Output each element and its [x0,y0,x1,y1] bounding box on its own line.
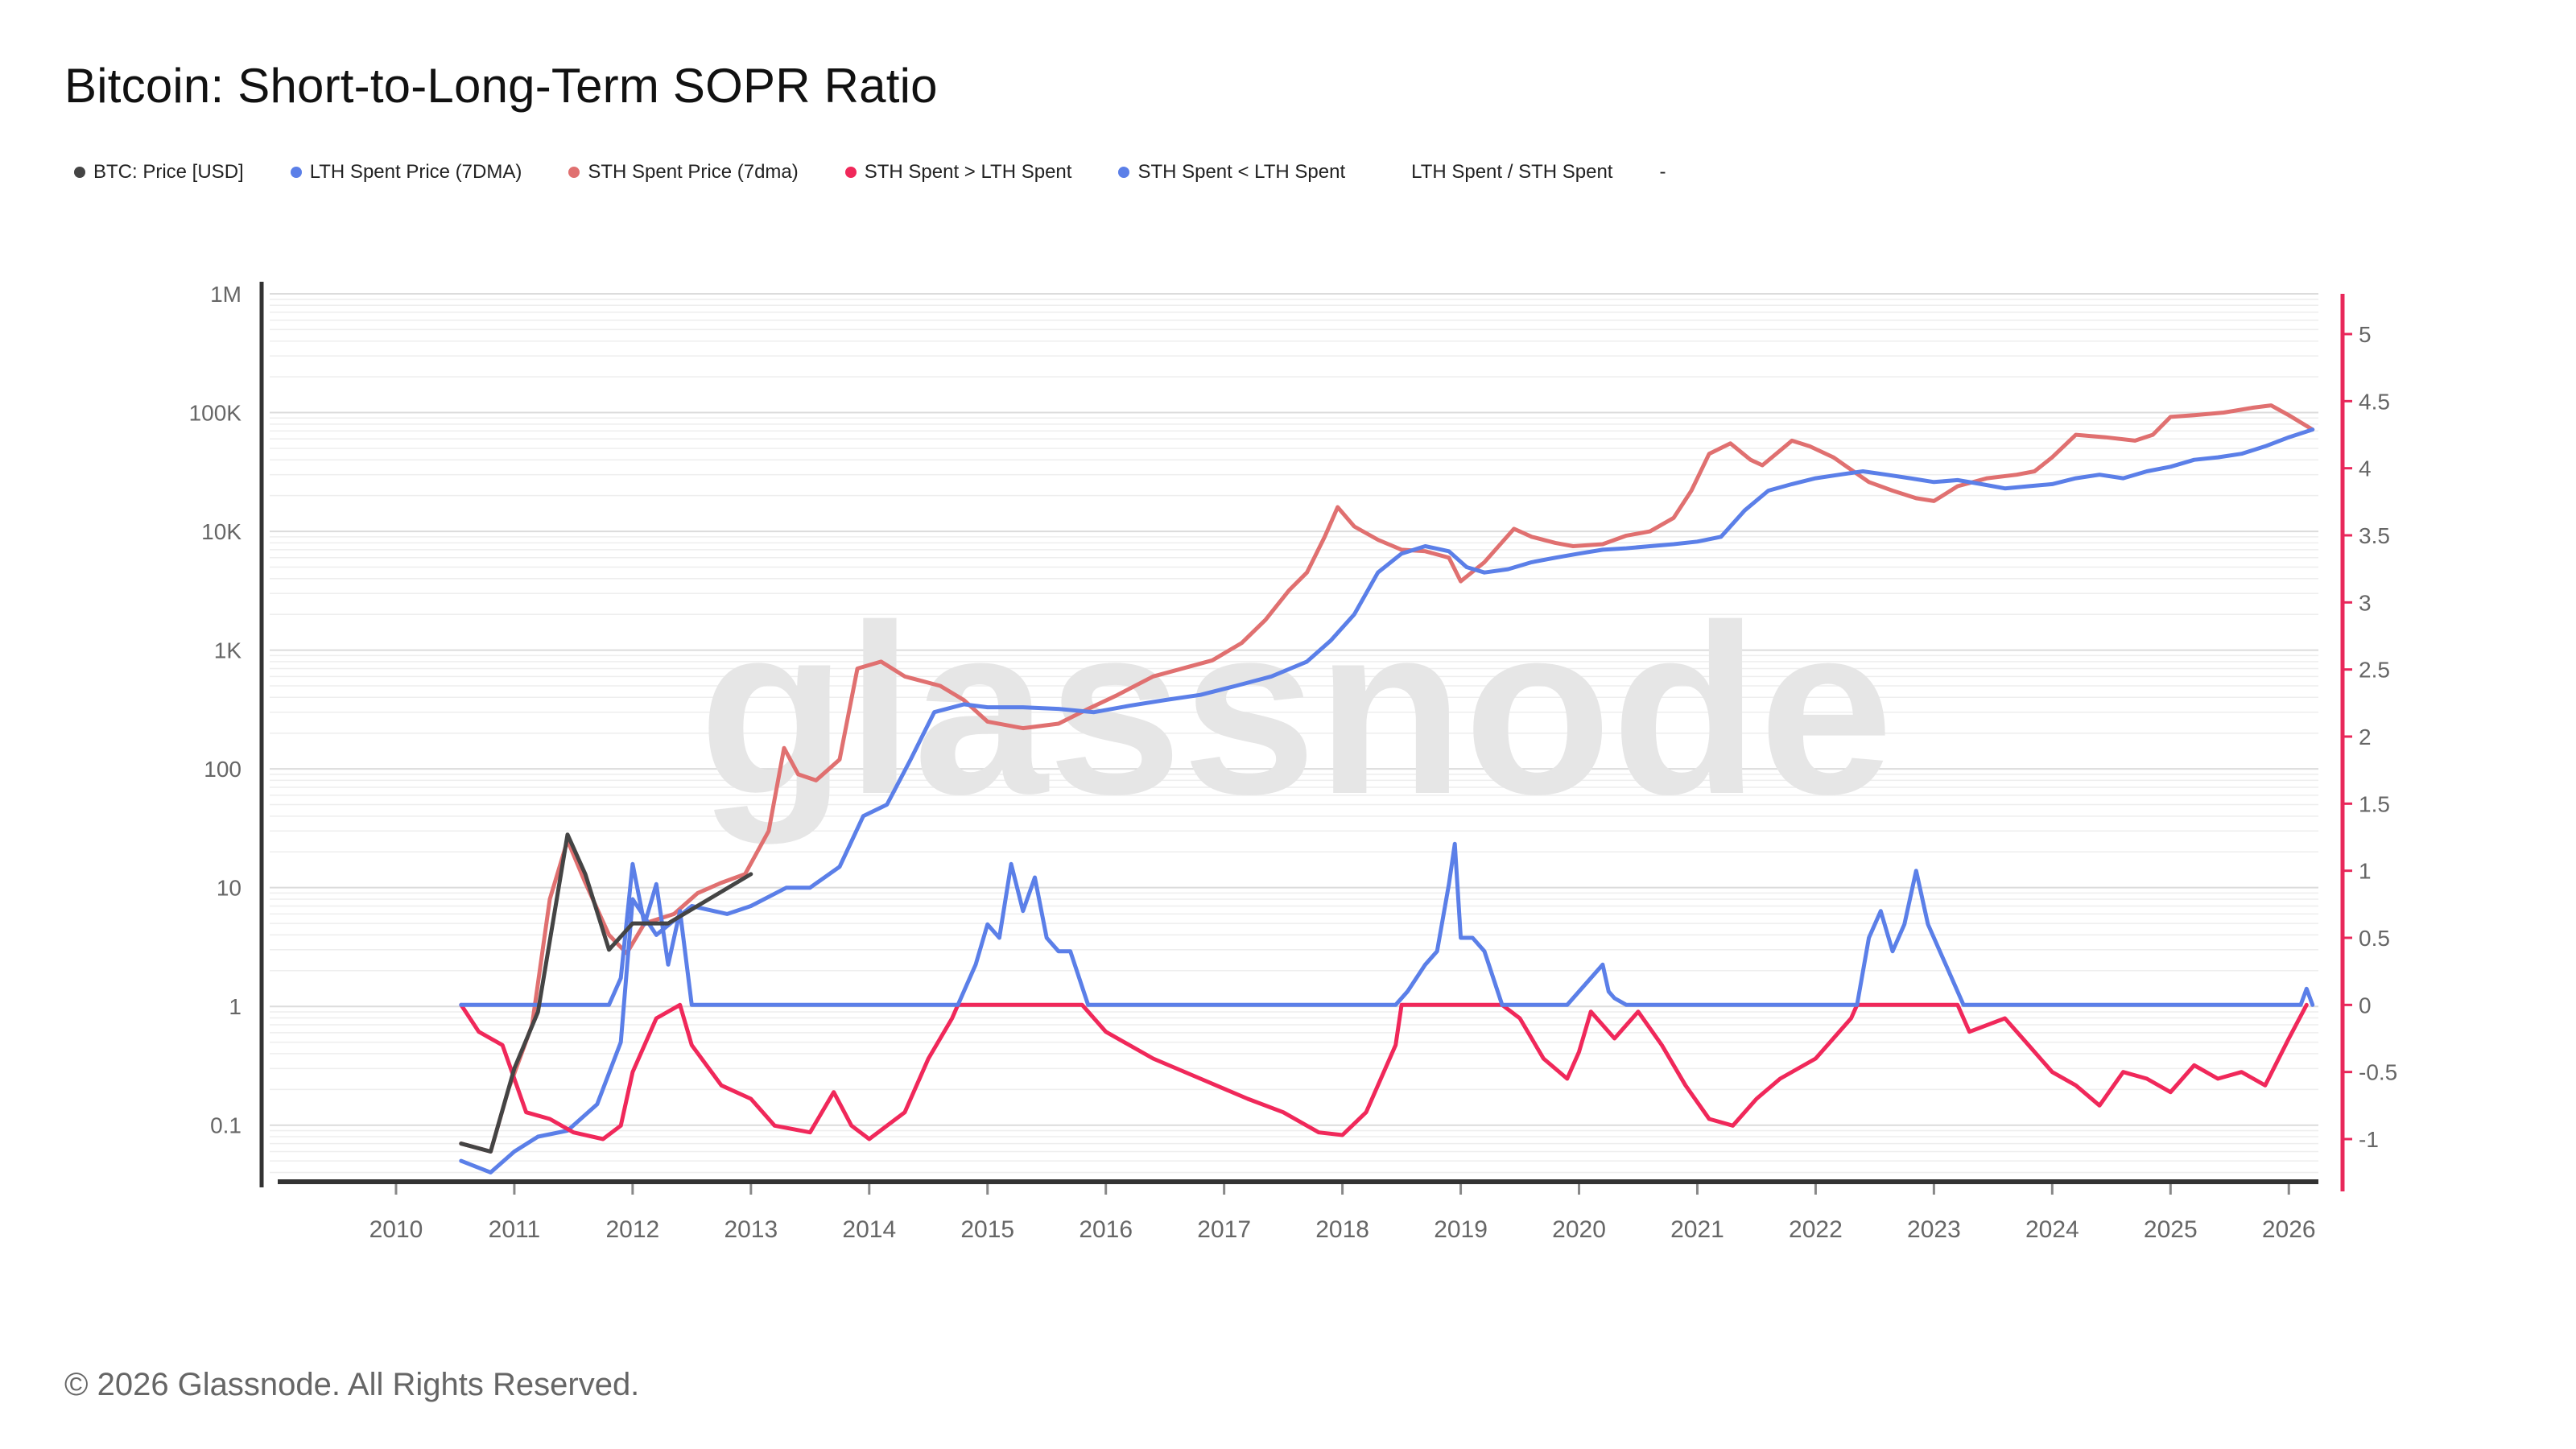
y-left-tick-label: 1M [210,282,242,307]
legend: BTC: Price [USD] LTH Spent Price (7DMA) … [74,158,1666,187]
legend-dot-icon [290,167,302,178]
legend-label: LTH Spent Price (7DMA) [309,161,522,183]
legend-label: STH Spent < LTH Spent [1137,161,1346,183]
watermark: glassnode [699,574,1893,846]
copyright-footer: © 2026 Glassnode. All Rights Reserved. [64,1367,640,1402]
y-right-tick-label: 4.5 [2359,389,2390,414]
series-lth-spent-price-7dma [459,427,2315,1174]
y-right-tick-label: 3.5 [2359,523,2390,548]
x-tick-label: 2021 [1670,1216,1724,1243]
y-right-tick-label: -1 [2359,1127,2379,1152]
chart-title: Bitcoin: Short-to-Long-Term SOPR Ratio [64,59,938,113]
y-left-tick-label: 1K [214,638,242,663]
y-left-tick-label: 100 [204,757,242,782]
x-tick-label: 2010 [369,1216,423,1243]
legend-item-lth-spent-price[interactable]: LTH Spent Price (7DMA) [290,161,522,184]
x-tick-label: 2016 [1079,1216,1133,1243]
y-right-tick-label: 2 [2359,724,2372,749]
legend-label: STH Spent Price (7dma) [588,161,799,183]
series-btc-price-usd [459,832,753,1154]
legend-dot-icon [844,167,857,178]
x-tick-label: 2026 [2262,1216,2316,1243]
x-tick-label: 2025 [2144,1216,2198,1243]
legend-dot-icon [74,167,85,178]
y-right-tick-label: 1 [2359,859,2372,884]
x-tick-label: 2022 [1789,1216,1843,1243]
legend-label: LTH Spent / STH Spent [1411,161,1613,183]
y-left-tick-label: 10 [217,876,242,901]
x-tick-label: 2011 [489,1216,541,1243]
y-right-tick-label: 3 [2359,590,2372,615]
x-tick-label: 2019 [1434,1216,1488,1243]
y-left-tick-label: 0.1 [210,1113,242,1138]
series-sth-spent-lth-spent [459,1002,2309,1141]
legend-dot-icon [1118,167,1130,178]
x-tick-label: 2023 [1907,1216,1961,1243]
legend-dot-icon [568,167,580,178]
series-sth-spent-price-7dma [459,403,2315,1154]
x-tick-label: 2014 [842,1216,896,1243]
y-right-tick-label: 0 [2359,993,2372,1018]
y-left-tick-label: 1 [229,994,242,1019]
legend-label: BTC: Price [USD] [93,161,244,183]
legend-item-btc-price[interactable]: BTC: Price [USD] [74,161,244,184]
x-tick-label: 2024 [2025,1216,2079,1243]
y-left-tick-label: 10K [201,519,242,544]
y-right-tick-label: 2.5 [2359,658,2390,683]
y-right-tick-label: 4 [2359,456,2372,481]
x-tick-label: 2013 [724,1216,778,1243]
series-layer [459,403,2315,1174]
series-sth-spent-lth-spent [459,841,2315,1007]
x-tick-label: 2017 [1197,1216,1251,1243]
legend-item-sth-gt-lth[interactable]: STH Spent > LTH Spent [844,161,1072,184]
legend-item-sth-lt-lth[interactable]: STH Spent < LTH Spent [1118,161,1345,184]
y-right-tick-label: 0.5 [2359,926,2390,951]
legend-label: STH Spent > LTH Spent [864,161,1072,183]
x-tick-label: 2018 [1315,1216,1369,1243]
legend-item-lth-sth-ratio[interactable]: LTH Spent / STH Spent [1392,161,1612,184]
x-tick-label: 2012 [605,1216,659,1243]
y-right-tick-label: 1.5 [2359,791,2390,816]
x-tick-label: 2020 [1552,1216,1606,1243]
y-left-tick-label: 100K [189,401,242,426]
legend-label: - [1659,161,1666,183]
x-tick-label: 2015 [960,1216,1014,1243]
legend-item-dash[interactable]: - [1659,161,1666,184]
y-right-tick-label: 5 [2359,322,2372,347]
legend-item-sth-spent-price[interactable]: STH Spent Price (7dma) [568,161,799,184]
axes: 0.1 1 10 100 1K 10K 100K 1M -1 -0.5 0 0.5 1 1.5 2 2.5 3 3… [189,282,2397,1243]
y-right-tick-label: -0.5 [2359,1060,2397,1085]
